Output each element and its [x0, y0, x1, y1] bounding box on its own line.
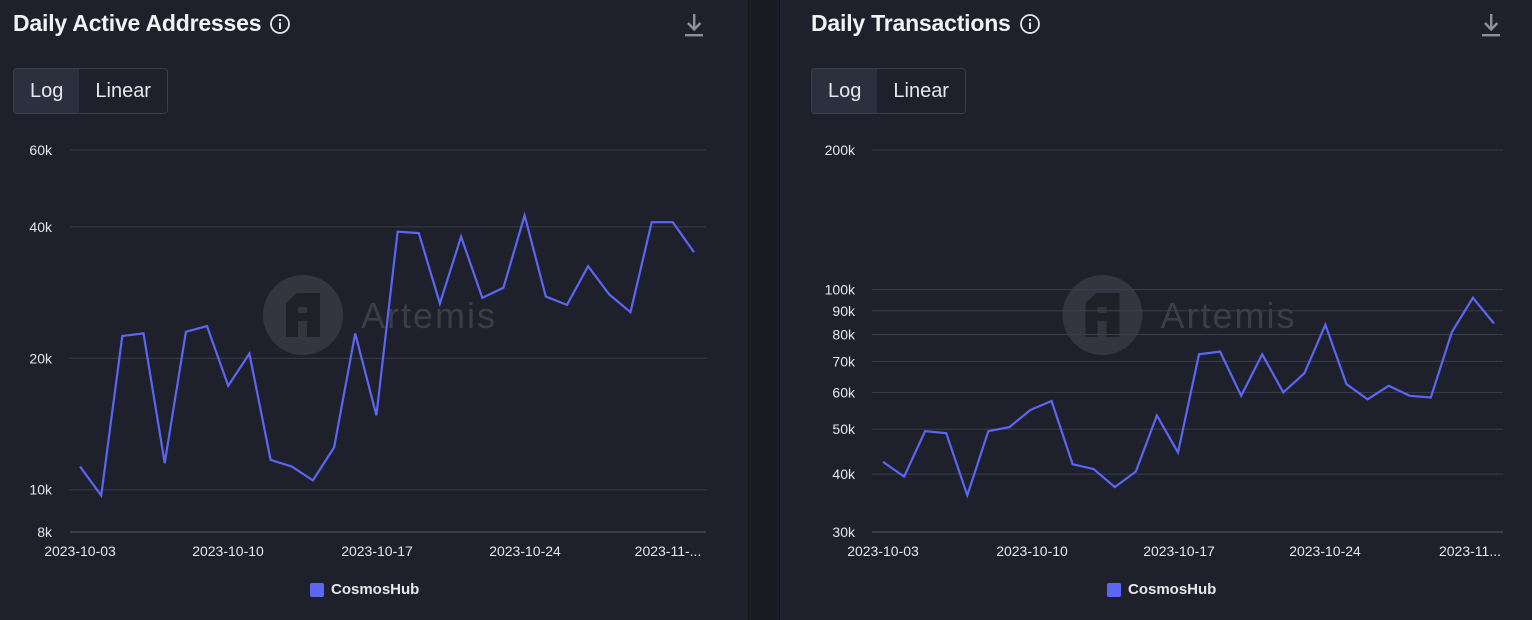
y-tick-label: 40k — [832, 466, 856, 482]
y-tick-label: 60k — [29, 142, 53, 158]
chart-legend[interactable]: CosmosHub — [1107, 581, 1216, 598]
y-tick-label: 50k — [832, 421, 856, 437]
y-tick-label: 70k — [832, 353, 856, 369]
download-icon[interactable] — [683, 12, 705, 40]
x-tick-label: 2023-10-24 — [1289, 543, 1361, 559]
log-scale-button[interactable]: Log — [812, 69, 878, 113]
watermark-text: Artemis — [1161, 295, 1297, 336]
line-chart-transactions: Artemis 30k 40k 50k 60k 70k 80k 90k 100k 200k 2023… — [825, 142, 1503, 559]
linear-scale-button[interactable]: Linear — [79, 69, 167, 113]
series-line-cosmoshub[interactable] — [79, 211, 695, 499]
x-tick-label: 2023-10-03 — [847, 543, 919, 559]
panel-header: Daily Active Addresses — [13, 10, 291, 37]
panel-header: Daily Transactions — [811, 10, 1041, 37]
x-tick-label: 2023-11... — [1439, 543, 1501, 559]
scale-toggle: Log Linear — [13, 68, 168, 114]
chart-legend[interactable]: CosmosHub — [310, 581, 419, 598]
log-scale-button[interactable]: Log — [14, 69, 80, 113]
legend-label: CosmosHub — [331, 581, 420, 598]
legend-label: CosmosHub — [1128, 581, 1217, 598]
line-chart-active-addresses: Artemis 8k 10k 20k 40k 60k 2023-10-03 2023-10-1… — [29, 142, 706, 559]
y-tick-label: 20k — [29, 350, 53, 366]
x-tick-label: 2023-10-17 — [1143, 543, 1215, 559]
y-tick-label: 40k — [29, 219, 53, 235]
x-tick-label: 2023-10-24 — [489, 543, 561, 559]
legend-swatch — [310, 582, 324, 597]
y-tick-label: 80k — [832, 327, 856, 343]
watermark-logo-mark — [286, 293, 320, 337]
series-line-cosmoshub[interactable] — [882, 295, 1495, 499]
info-icon[interactable] — [1019, 13, 1041, 35]
linear-scale-button[interactable]: Linear — [877, 69, 965, 113]
chart-panel-transactions: Daily Transactions Log Linear Artemis 30k… — [779, 0, 1532, 620]
watermark-logo-mark — [1085, 293, 1120, 337]
y-tick-label: 8k — [37, 524, 53, 540]
y-tick-label: 90k — [832, 303, 856, 319]
panel-title: Daily Active Addresses — [13, 10, 262, 36]
panel-gap — [749, 0, 778, 620]
legend-swatch — [1107, 582, 1121, 597]
scale-toggle: Log Linear — [811, 68, 966, 114]
artemis-watermark: Artemis — [1062, 275, 1297, 355]
watermark-text: Artemis — [361, 295, 497, 336]
y-tick-label: 60k — [832, 384, 856, 400]
y-tick-label: 10k — [29, 482, 53, 498]
info-icon[interactable] — [269, 13, 291, 35]
y-tick-label: 200k — [825, 142, 856, 158]
x-tick-label: 2023-11-... — [635, 543, 702, 559]
chart-panel-active-addresses: Daily Active Addresses Log Linear Artemi… — [0, 0, 749, 620]
x-tick-label: 2023-10-10 — [996, 543, 1068, 559]
download-icon[interactable] — [1480, 12, 1502, 40]
x-tick-label: 2023-10-03 — [44, 543, 116, 559]
artemis-watermark: Artemis — [263, 275, 497, 355]
x-tick-label: 2023-10-10 — [192, 543, 264, 559]
x-tick-label: 2023-10-17 — [341, 543, 413, 559]
y-tick-label: 30k — [832, 524, 856, 540]
panel-title: Daily Transactions — [811, 10, 1011, 36]
y-tick-label: 100k — [825, 282, 856, 298]
